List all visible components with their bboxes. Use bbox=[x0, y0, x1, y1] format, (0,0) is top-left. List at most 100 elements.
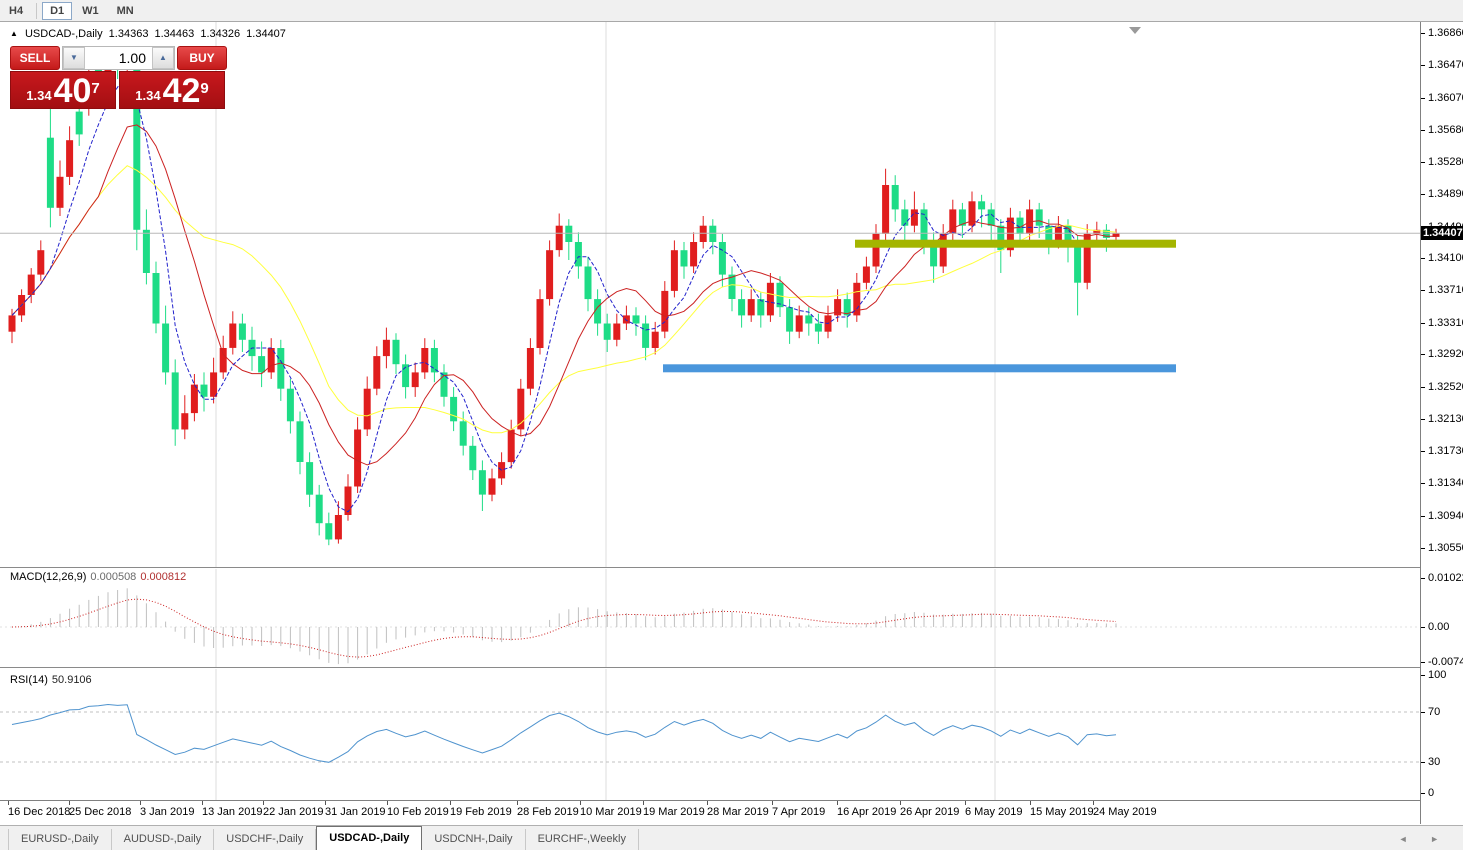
sell-button[interactable]: SELL bbox=[10, 46, 60, 70]
chart-shift-marker-icon[interactable] bbox=[1129, 27, 1141, 34]
date-tick bbox=[837, 801, 838, 805]
tab-eurchf-weekly[interactable]: EURCHF-,Weekly bbox=[526, 829, 639, 850]
axis-tick bbox=[1421, 354, 1425, 356]
tab-audusd-daily[interactable]: AUDUSD-,Daily bbox=[112, 829, 215, 850]
date-tick bbox=[8, 801, 9, 805]
price-axis-label: 1.36860 bbox=[1428, 27, 1463, 40]
price-axis-label: 1.35680 bbox=[1428, 123, 1463, 136]
volume-decrease-button[interactable]: ▼ bbox=[63, 47, 85, 69]
date-tick bbox=[450, 801, 451, 805]
symbol-tab-bar: EURUSD-,Daily AUDUSD-,Daily USDCHF-,Dail… bbox=[0, 825, 1463, 850]
axis-tick bbox=[1421, 290, 1425, 292]
timeframe-toolbar: H4 D1 W1 MN bbox=[0, 0, 1463, 22]
ohlc-high: 1.34463 bbox=[154, 28, 195, 40]
rsi-value: 50.9106 bbox=[51, 674, 92, 686]
date-axis-label: 22 Jan 2019 bbox=[263, 806, 324, 818]
date-tick bbox=[517, 801, 518, 805]
price-axis[interactable]: 1.36860 1.36470 1.36070 1.35680 1.35280 1.348… bbox=[1420, 22, 1463, 824]
axis-tick bbox=[1421, 322, 1425, 324]
collapse-triangle-icon[interactable]: ▲ bbox=[10, 29, 18, 38]
buy-button[interactable]: BUY bbox=[177, 46, 227, 70]
tab-usdchf-daily[interactable]: USDCHF-,Daily bbox=[214, 829, 317, 850]
timeframe-button-mn[interactable]: MN bbox=[116, 4, 134, 17]
volume-increase-button[interactable]: ▲ bbox=[152, 47, 174, 69]
price-axis-label: 1.34100 bbox=[1428, 252, 1463, 265]
date-axis-label: 6 May 2019 bbox=[965, 806, 1023, 818]
macd-indicator-label: MACD(12,26,9) 0.000508 0.000812 bbox=[10, 571, 186, 583]
volume-input[interactable]: 1.00 bbox=[118, 50, 146, 66]
macd-main-value: 0.000508 bbox=[90, 571, 137, 583]
macd-axis-label: -0.007477 bbox=[1428, 656, 1463, 668]
axis-tick bbox=[1421, 547, 1425, 549]
timeframe-button-d1[interactable]: D1 bbox=[42, 1, 73, 20]
rsi-axis-label: 30 bbox=[1428, 756, 1441, 768]
price-axis-label: 1.35280 bbox=[1428, 156, 1463, 169]
date-tick bbox=[325, 801, 326, 805]
axis-tick bbox=[1421, 129, 1425, 131]
price-axis-label: 1.32520 bbox=[1428, 381, 1463, 394]
buy-price-big: 42 bbox=[162, 72, 201, 110]
current-price-box: 1.34407 bbox=[1421, 226, 1463, 241]
axis-tick bbox=[1421, 387, 1425, 389]
buy-price-int: 1.34 bbox=[135, 88, 161, 103]
date-tick bbox=[387, 801, 388, 805]
date-axis-label: 26 Apr 2019 bbox=[900, 806, 960, 818]
ohlc-close: 1.34407 bbox=[246, 28, 286, 40]
rsi-pane[interactable] bbox=[0, 668, 1420, 800]
date-axis-label: 28 Mar 2019 bbox=[707, 806, 769, 818]
axis-tick bbox=[1421, 662, 1425, 663]
buy-price-quote[interactable]: 1.34 42 9 bbox=[119, 71, 225, 109]
ohlc-low: 1.34326 bbox=[200, 28, 241, 40]
axis-tick bbox=[1421, 193, 1425, 195]
timeframe-button-w1[interactable]: W1 bbox=[82, 4, 99, 17]
price-axis-label: 1.33310 bbox=[1428, 316, 1463, 329]
date-tick bbox=[900, 801, 901, 805]
date-tick bbox=[140, 801, 141, 805]
rsi-indicator-label: RSI(14) 50.9106 bbox=[10, 674, 92, 686]
axis-tick bbox=[1421, 418, 1425, 420]
tab-usdcad-daily[interactable]: USDCAD-,Daily bbox=[316, 826, 423, 850]
date-axis-label: 19 Feb 2019 bbox=[450, 806, 512, 818]
volume-spinner: ▼ 1.00 ▲ bbox=[62, 46, 175, 70]
date-axis-label: 7 Apr 2019 bbox=[772, 806, 826, 818]
pane-separator[interactable] bbox=[0, 567, 1463, 569]
date-axis-label: 10 Feb 2019 bbox=[387, 806, 449, 818]
rsi-axis-label: 100 bbox=[1428, 668, 1447, 681]
timeframe-button-h4[interactable]: H4 bbox=[9, 4, 24, 17]
date-axis[interactable]: 16 Dec 2018 25 Dec 2018 3 Jan 2019 13 Jan 2… bbox=[0, 800, 1420, 825]
tab-scroll-arrows[interactable]: ◄ ► bbox=[1398, 834, 1449, 844]
macd-title: MACD(12,26,9) bbox=[10, 571, 87, 583]
chart-symbol-label: USDCAD-,Daily bbox=[24, 28, 103, 40]
axis-tick bbox=[1421, 578, 1425, 579]
sell-price-sup: 7 bbox=[91, 80, 100, 97]
price-axis-label: 1.34890 bbox=[1428, 187, 1463, 200]
macd-axis-label: 0.00 bbox=[1428, 621, 1450, 633]
axis-tick bbox=[1421, 483, 1425, 485]
price-axis-label: 1.36470 bbox=[1428, 59, 1463, 72]
date-tick bbox=[263, 801, 264, 805]
macd-pane[interactable] bbox=[0, 568, 1420, 668]
date-tick bbox=[69, 801, 70, 805]
sell-price-quote[interactable]: 1.34 40 7 bbox=[10, 71, 116, 109]
date-axis-label: 25 Dec 2018 bbox=[69, 806, 132, 818]
axis-tick bbox=[1421, 65, 1425, 67]
axis-tick bbox=[1421, 258, 1425, 260]
axis-tick bbox=[1421, 627, 1425, 628]
sell-price-int: 1.34 bbox=[26, 88, 52, 103]
main-chart-pane[interactable] bbox=[0, 22, 1420, 568]
macd-signal-value: 0.000812 bbox=[140, 571, 187, 583]
price-axis-label: 1.31340 bbox=[1428, 477, 1463, 490]
toolbar-separator bbox=[36, 2, 38, 19]
tab-eurusd-daily[interactable]: EURUSD-,Daily bbox=[8, 829, 112, 850]
date-axis-label: 31 Jan 2019 bbox=[325, 806, 386, 818]
tab-usdcnh-daily[interactable]: USDCNH-,Daily bbox=[422, 829, 526, 850]
date-tick bbox=[1093, 801, 1094, 805]
rsi-axis-label: 0 bbox=[1428, 787, 1435, 799]
axis-tick bbox=[1421, 451, 1425, 453]
pane-separator[interactable] bbox=[0, 667, 1463, 669]
date-tick bbox=[643, 801, 644, 805]
date-axis-label: 13 Jan 2019 bbox=[202, 806, 263, 818]
date-tick bbox=[965, 801, 966, 805]
date-axis-label: 24 May 2019 bbox=[1093, 806, 1157, 818]
